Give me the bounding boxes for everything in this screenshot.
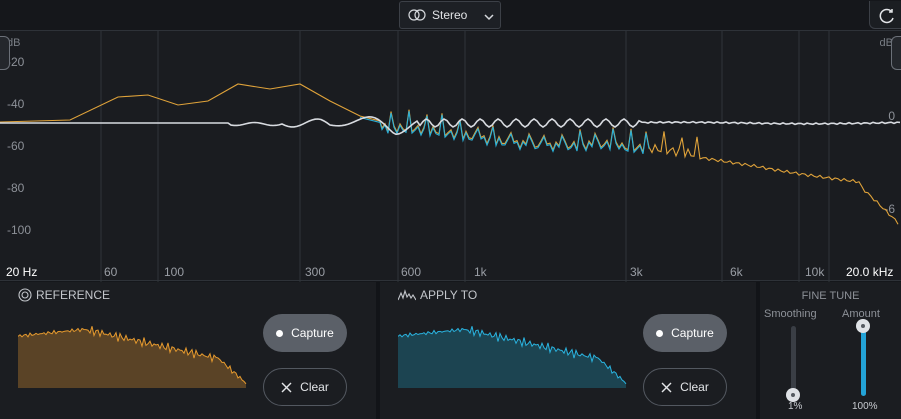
freq-tick-label: 100: [164, 265, 184, 279]
db-tick-label: -20: [7, 55, 25, 69]
mini-spectrum-fill: [18, 326, 246, 388]
db-tick-label: -40: [7, 97, 25, 111]
mini-spectrum-line: [18, 326, 247, 385]
chevron-down-icon: [484, 9, 494, 27]
amount-label: Amount: [842, 308, 880, 320]
waveform-icon: [398, 289, 416, 301]
freq-tick-label: 600: [401, 265, 421, 279]
amount-value: 100%: [852, 401, 878, 412]
apply-to-clear-button[interactable]: Clear: [643, 368, 727, 406]
apply-to-panel: APPLY TO Capture Clear: [380, 282, 756, 419]
reset-button[interactable]: [869, 1, 901, 29]
fine-tune-panel: FINE TUNE Smoothing 1% Amount 100%: [760, 282, 901, 419]
fine-tune-title: FINE TUNE: [801, 290, 860, 302]
freq-tick-label: 1k: [474, 265, 488, 279]
gain-tick-label: -6: [884, 202, 895, 216]
mini-spectrum-line: [398, 326, 627, 385]
smoothing-slider[interactable]: [791, 326, 796, 396]
reference-curve: [0, 83, 899, 225]
apply-to-mini-spectrum: [398, 326, 627, 388]
smoothing-value: 1%: [788, 401, 803, 412]
top-bar: Stereo: [0, 0, 901, 30]
smoothing-knob[interactable]: [786, 388, 800, 403]
difference-curve: [0, 116, 901, 136]
panel-divider: [756, 282, 760, 419]
apply-to-capture-button[interactable]: Capture: [643, 314, 727, 352]
stereo-link-icon: [408, 9, 426, 21]
smoothing-label: Smoothing: [764, 308, 817, 320]
amount-knob[interactable]: [856, 319, 870, 333]
apply-to-title: APPLY TO: [398, 288, 477, 302]
record-dot-icon: [276, 329, 284, 337]
record-dot-icon: [656, 329, 664, 337]
refresh-icon: [877, 6, 897, 31]
amount-slider[interactable]: [861, 326, 866, 396]
freq-tick-label: 300: [305, 265, 325, 279]
left-unit-label: dB: [7, 37, 20, 49]
reference-clear-button[interactable]: Clear: [263, 368, 347, 406]
freq-tick-label: 6k: [730, 265, 744, 279]
target-icon: [18, 288, 32, 302]
amount-fill: [861, 326, 866, 396]
db-tick-label: -60: [7, 139, 25, 153]
reference-mini-spectrum: [18, 326, 247, 388]
reference-capture-button[interactable]: Capture: [263, 314, 347, 352]
db-tick-label: -80: [7, 181, 25, 195]
freq-tick-label: 3k: [630, 265, 644, 279]
db-tick-label: -100: [7, 223, 31, 237]
freq-tick-label: 20 Hz: [6, 265, 37, 279]
right-range-handle[interactable]: [891, 36, 901, 70]
close-icon: [281, 382, 292, 393]
apply-curve: [359, 111, 650, 155]
freq-tick-label: 20.0 kHz: [846, 265, 893, 279]
freq-tick-label: 60: [104, 265, 118, 279]
freq-tick-label: 10k: [805, 265, 825, 279]
left-range-handle[interactable]: [0, 36, 10, 70]
right-unit-label: dB: [880, 37, 893, 49]
gain-tick-label: 0: [888, 109, 895, 123]
mini-spectrum-fill: [398, 326, 626, 388]
spectrum-graph[interactable]: 20 Hz 60 100 300 600 1k 3k 6k 10k 20.0 kHz -20 -40 -…: [0, 30, 901, 282]
reference-title: REFERENCE: [18, 288, 110, 302]
reference-panel: REFERENCE Capture Clear: [0, 282, 376, 419]
channel-mode-dropdown[interactable]: Stereo: [399, 1, 501, 29]
panel-divider: [376, 282, 380, 419]
close-icon: [661, 382, 672, 393]
channel-mode-label: Stereo: [432, 8, 468, 22]
